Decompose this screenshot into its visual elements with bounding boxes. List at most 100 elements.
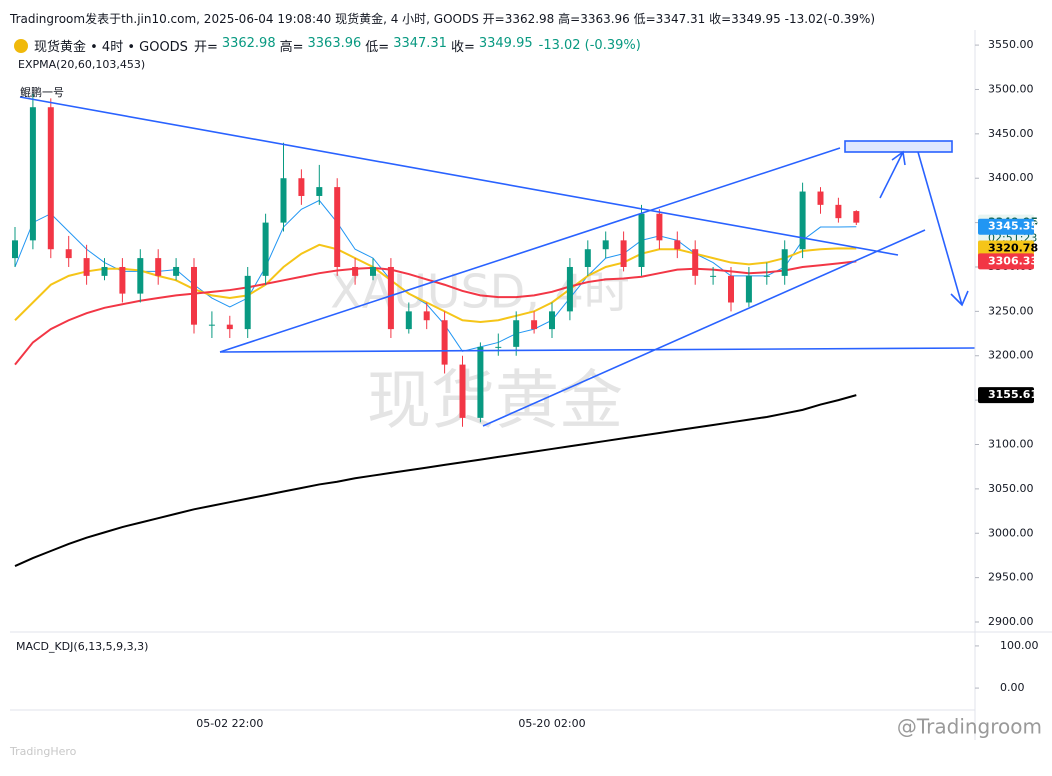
- arrow-head: [891, 150, 906, 166]
- candle-body: [244, 275, 251, 330]
- y-tick-label: 3550.00: [988, 38, 1034, 51]
- y-tick-label: 2950.00: [988, 571, 1034, 584]
- candle-body: [423, 311, 430, 321]
- candle-body: [101, 266, 108, 276]
- candle-body: [495, 346, 502, 348]
- channel-upper: [219, 147, 841, 353]
- candle-body: [835, 204, 842, 219]
- candle-body: [173, 266, 180, 276]
- candle-body: [155, 258, 162, 276]
- ohlc-label: 开=: [193, 40, 218, 55]
- price-label-bg: [978, 218, 1034, 235]
- x-tick-label: 05-02 22:00: [196, 717, 263, 730]
- candle-body: [710, 275, 717, 277]
- y-tick-label: 3400.00: [988, 171, 1034, 184]
- candle-body: [745, 275, 752, 303]
- legend-row: 现货黄金 • 4时 • GOODS 开= 3362.98 高= 3363.96 低= 33…: [14, 36, 641, 55]
- candle-body: [47, 107, 54, 250]
- price-label: 3320.78: [988, 242, 1038, 255]
- footer-left: TradingHero: [9, 745, 77, 758]
- ohlc-label: 收=: [450, 40, 475, 55]
- candle-body: [316, 187, 323, 196]
- candle-body: [459, 364, 466, 418]
- candle-body: [137, 258, 144, 294]
- candle-body: [334, 187, 341, 267]
- target-zone: [844, 140, 953, 153]
- ema-line: [14, 394, 857, 568]
- candle-body: [119, 266, 126, 294]
- price-label: 3345.35: [988, 220, 1038, 233]
- price-label-bg: [978, 240, 1034, 257]
- candle-body: [477, 346, 484, 418]
- candle-body: [728, 275, 734, 303]
- support-line: [219, 347, 976, 353]
- candle-body: [817, 191, 824, 205]
- ohlc-label: 高=: [279, 40, 304, 55]
- candle-body: [208, 324, 215, 326]
- candle-body: [191, 266, 197, 325]
- candle-body: [656, 213, 663, 241]
- footer-right: @Tradingroom: [897, 715, 1042, 739]
- indicator: EXPMA(20,60,103,453): [18, 58, 146, 71]
- candle-body: [799, 191, 806, 250]
- price-label: 3306.33: [988, 254, 1038, 267]
- ohlc-value: 3363.96: [307, 36, 362, 51]
- ohlc-label: 低=: [365, 40, 390, 55]
- candle-body: [262, 222, 269, 276]
- candle-body: [441, 320, 448, 365]
- y-tick-label: 2900.00: [988, 615, 1034, 628]
- candle-body: [763, 275, 770, 277]
- channel-lower: [482, 229, 926, 427]
- sub-y-tick-label: 100.00: [1000, 639, 1039, 652]
- y-tick-label: 3050.00: [988, 482, 1034, 495]
- ohlc: 开= 3362.98 高= 3363.96 低= 3347.31 收= 3349.95: [194, 36, 533, 55]
- candle-body: [584, 249, 591, 267]
- candle-body: [298, 178, 305, 196]
- trend-line: [19, 96, 899, 256]
- y-tick-label: 3100.00: [988, 437, 1034, 450]
- x-tick-label: 05-20 02:00: [518, 717, 585, 730]
- price-label: 3155.61: [988, 388, 1038, 401]
- ema-line: [14, 260, 857, 366]
- candle-body: [566, 266, 573, 312]
- symbol-icon: [14, 38, 28, 53]
- candle-body: [280, 178, 287, 223]
- y-tick-label: 3200.00: [988, 349, 1034, 362]
- arrow-down: [917, 151, 963, 306]
- candle-body: [513, 320, 520, 347]
- sub-y-tick-label: 0.00: [1000, 681, 1025, 694]
- candle-body: [65, 249, 72, 259]
- candle-body: [226, 324, 233, 330]
- candle-body: [387, 266, 394, 330]
- candle-body: [602, 240, 609, 250]
- ohlc-value: 3347.31: [393, 36, 447, 51]
- candle-body: [674, 240, 681, 250]
- change: -13.02 (-0.39%): [538, 38, 641, 53]
- candle-body: [29, 107, 36, 241]
- drawings: [19, 96, 976, 427]
- candle-body: [638, 213, 645, 267]
- candle-body: [12, 240, 18, 259]
- candle-body: [620, 240, 627, 267]
- caption: Tradingroom发表于th.jin10.com, 2025-06-04 1…: [10, 12, 876, 26]
- watermark-name: 现货黄金: [367, 365, 623, 439]
- plot-area: [12, 93, 860, 568]
- y-tick-label: 3500.00: [988, 82, 1034, 95]
- ohlc-value: 3349.95: [478, 36, 533, 51]
- candle-body: [692, 249, 699, 276]
- candle-body: [370, 266, 376, 276]
- sub-pane-title: MACD_KDJ(6,13,5,9,3,3): [16, 640, 148, 653]
- candle-body: [352, 266, 359, 276]
- symbol: 现货黄金 • 4时 • GOODS: [34, 40, 188, 55]
- arrow-head: [950, 290, 969, 307]
- candle-body: [853, 211, 860, 223]
- arrow-up: [879, 151, 904, 199]
- candle-body: [531, 320, 538, 330]
- price-label-bg: [978, 387, 1034, 404]
- candle-body: [549, 311, 555, 330]
- price-label-bg: [978, 253, 1034, 270]
- y-tick-label: 3450.00: [988, 127, 1034, 140]
